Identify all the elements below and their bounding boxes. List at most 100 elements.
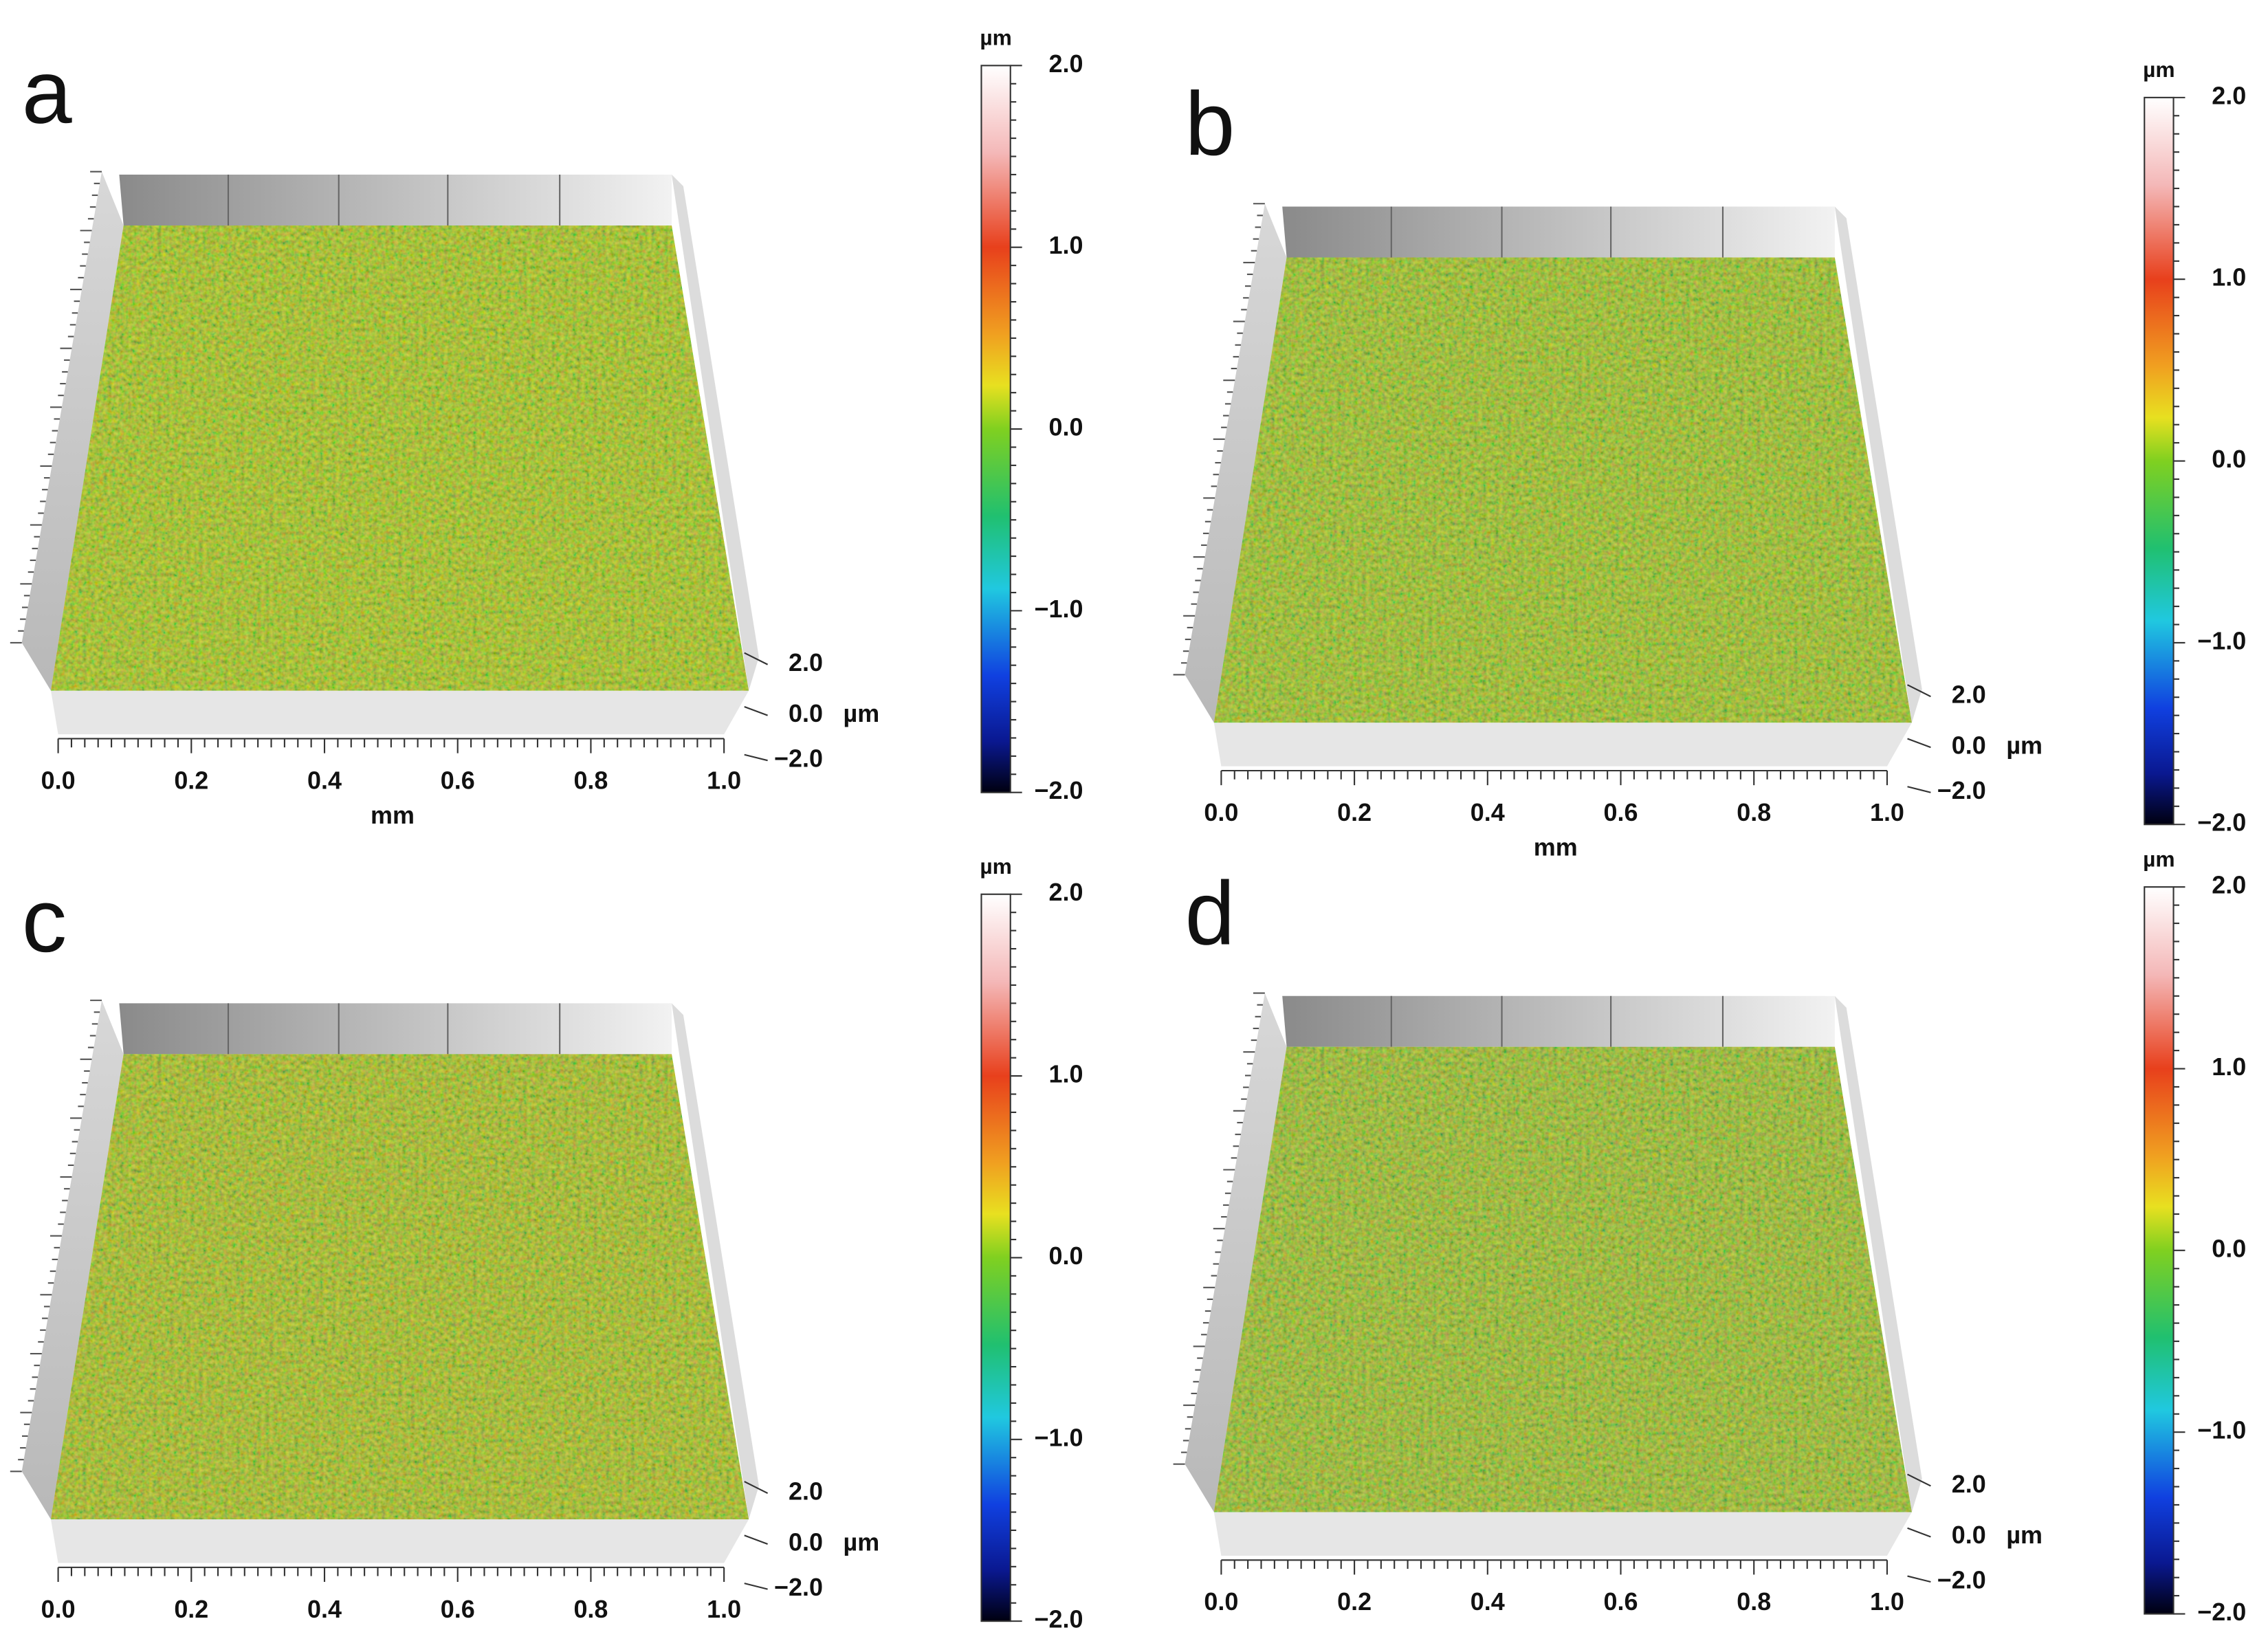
colorbar	[980, 893, 1011, 1622]
x-tick-label: 0.6	[441, 1595, 475, 1623]
x-tick-label: 0.6	[1604, 798, 1638, 826]
z-axis-unit: µm	[844, 699, 880, 727]
colorbar-tick-label: 0.0	[1049, 1242, 1083, 1270]
panel: d 0.0 0.2 0.4 0.6 0.8 1.0 mm 2.0 0.0 −2.0 µm µm 2.0 1.…	[1173, 846, 2246, 1630]
x-tick-label: 1.0	[1870, 798, 1904, 826]
x-tick-label: 1.0	[1870, 1587, 1904, 1616]
colorbar-tick-label: 1.0	[2212, 1053, 2246, 1081]
panel-label: a	[22, 41, 72, 142]
z-tick-label: 2.0	[789, 648, 823, 676]
right-wall	[672, 174, 759, 691]
surface-texture	[1213, 257, 1912, 723]
z-tick-label: 2.0	[1952, 681, 1986, 709]
front-face	[1213, 723, 1912, 767]
colorbar-unit: µm	[980, 854, 1011, 879]
z-tick-label: 0.0	[1952, 731, 1986, 760]
x-tick-label: 0.0	[41, 766, 76, 794]
x-tick-label: 0.2	[174, 1595, 208, 1623]
z-tick	[1907, 1575, 1931, 1583]
colorbar-tick-label: 0.0	[2212, 445, 2246, 473]
z-tick	[744, 1481, 769, 1494]
x-tick-label: 0.4	[1471, 1587, 1505, 1616]
colorbar-tick-label: −1.0	[1035, 595, 1083, 623]
panel-label: c	[22, 870, 67, 971]
x-tick-label: 0.8	[573, 1595, 608, 1623]
z-tick-label: −2.0	[1937, 1566, 1986, 1594]
x-tick-label: 0.2	[1337, 798, 1372, 826]
colorbar	[980, 65, 1011, 793]
x-tick-label: 0.4	[307, 1595, 342, 1623]
right-wall	[672, 1003, 759, 1520]
z-tick	[1907, 738, 1931, 749]
x-axis-unit: mm	[371, 801, 415, 829]
x-tick-label: 0.0	[1204, 1587, 1238, 1616]
z-tick-label: 0.0	[1952, 1521, 1986, 1549]
right-wall	[1834, 995, 1922, 1512]
z-tick	[744, 1583, 768, 1590]
panels: a 0.0 0.2 0.4 0.6 0.8 1.0 mm 2.0 0.0 −2.0 µm µm 2.0 1.…	[10, 25, 2246, 1630]
left-wall	[21, 1000, 124, 1520]
x-tick-label: 0.0	[41, 1595, 76, 1623]
z-axis-unit: µm	[2006, 1521, 2043, 1549]
colorbar-tick-label: 2.0	[2212, 871, 2246, 899]
z-tick-label: 2.0	[789, 1477, 823, 1506]
colorbar-tick-label: 1.0	[1049, 231, 1083, 259]
x-tick-label: 0.8	[1737, 798, 1771, 826]
z-axis-unit: µm	[844, 1528, 880, 1556]
colorbar	[2144, 886, 2175, 1615]
back-wall	[119, 174, 672, 225]
z-tick-label: −2.0	[1937, 776, 1986, 804]
z-axis-unit: µm	[2006, 731, 2043, 760]
colorbar-tick-label: −2.0	[1035, 1605, 1083, 1630]
z-tick-label: −2.0	[774, 1573, 823, 1601]
front-face	[51, 690, 749, 735]
left-wall	[1185, 993, 1287, 1512]
x-tick-label: 0.8	[1737, 1587, 1771, 1616]
z-tick	[744, 652, 769, 665]
x-tick-label: 0.8	[573, 766, 608, 794]
colorbar-unit: µm	[980, 25, 1011, 50]
x-tick-label: 0.4	[1471, 798, 1505, 826]
z-tick	[1907, 786, 1931, 793]
front-face	[1213, 1512, 1912, 1556]
x-tick-label: 0.2	[174, 766, 208, 794]
x-axis-unit: mm	[1534, 833, 1578, 861]
colorbar	[2144, 96, 2175, 826]
z-tick-label: 2.0	[1952, 1470, 1986, 1498]
z-tick-label: 0.0	[789, 699, 823, 727]
z-tick-label: 0.0	[789, 1528, 823, 1556]
colorbar-tick-label: −2.0	[1035, 776, 1083, 804]
x-tick-label: 0.2	[1337, 1587, 1372, 1616]
x-tick-label: 0.6	[441, 766, 475, 794]
x-tick-label: 1.0	[707, 1595, 741, 1623]
colorbar-tick-label: −2.0	[2197, 808, 2246, 837]
back-wall	[1282, 206, 1835, 258]
colorbar-tick-label: 2.0	[1049, 49, 1083, 78]
back-wall	[1282, 995, 1835, 1047]
z-tick	[744, 753, 768, 762]
panel: b 0.0 0.2 0.4 0.6 0.8 1.0 mm 2.0 0.0 −2.0 µm µm 2.0 1.…	[1173, 57, 2246, 861]
x-tick-label: 1.0	[707, 766, 741, 794]
x-tick-label: 0.0	[1204, 798, 1238, 826]
surface-texture	[51, 1054, 749, 1520]
colorbar-tick-label: 0.0	[2212, 1234, 2246, 1262]
colorbar-tick-label: −1.0	[2197, 1416, 2246, 1444]
x-tick-label: 0.4	[307, 766, 342, 794]
z-tick	[744, 1534, 768, 1545]
colorbar-tick-label: 1.0	[2212, 263, 2246, 291]
back-wall	[119, 1003, 672, 1055]
right-wall	[1834, 206, 1922, 723]
z-tick	[744, 705, 768, 716]
surface-texture	[51, 225, 749, 691]
panel-label: b	[1185, 73, 1235, 174]
x-tick-label: 0.6	[1604, 1587, 1638, 1616]
front-face	[51, 1519, 749, 1563]
colorbar-unit: µm	[2143, 846, 2175, 871]
z-tick	[1907, 1527, 1931, 1538]
z-tick-label: −2.0	[774, 745, 823, 773]
x-axis-unit: mm	[1534, 1622, 1578, 1630]
colorbar-tick-label: 0.0	[1049, 413, 1083, 441]
panel: a 0.0 0.2 0.4 0.6 0.8 1.0 mm 2.0 0.0 −2.0 µm µm 2.0 1.…	[10, 25, 1083, 829]
